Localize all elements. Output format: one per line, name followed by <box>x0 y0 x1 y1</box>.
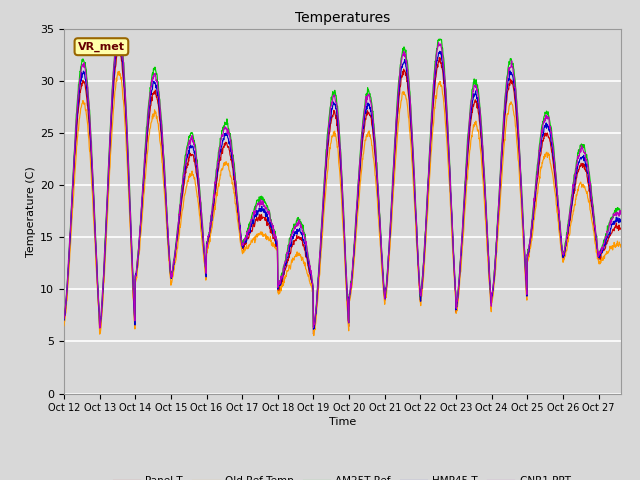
AM25T Ref <box>113 36 120 42</box>
Old Ref Temp <box>230 190 238 196</box>
Old Ref Temp <box>186 171 194 177</box>
AM25T Ref <box>528 219 536 225</box>
HMP45 T <box>528 223 536 229</box>
CNR1 PRT <box>231 173 239 179</box>
Line: Old Ref Temp: Old Ref Temp <box>64 72 621 336</box>
Line: Panel T: Panel T <box>64 48 621 334</box>
Old Ref Temp <box>547 161 554 167</box>
Panel T <box>385 259 392 264</box>
CNR1 PRT <box>102 215 110 220</box>
Panel T <box>547 143 554 148</box>
Panel T <box>528 228 536 234</box>
AM25T Ref <box>60 316 68 322</box>
Title: Temperatures: Temperatures <box>295 11 390 25</box>
Panel T <box>115 45 122 51</box>
Legend: Panel T, Old Ref Temp, AM25T Ref, HMP45 T, CNR1 PRT: Panel T, Old Ref Temp, AM25T Ref, HMP45 … <box>110 472 575 480</box>
HMP45 T <box>230 171 238 177</box>
HMP45 T <box>115 37 122 43</box>
AM25T Ref <box>310 324 317 330</box>
Panel T <box>230 179 238 185</box>
AM25T Ref <box>102 218 110 224</box>
Line: AM25T Ref: AM25T Ref <box>64 39 621 327</box>
AM25T Ref <box>385 252 392 258</box>
Panel T <box>60 315 68 321</box>
Old Ref Temp <box>385 265 392 271</box>
Line: CNR1 PRT: CNR1 PRT <box>64 39 621 328</box>
Panel T <box>310 331 317 337</box>
CNR1 PRT <box>385 253 392 259</box>
Panel T <box>102 228 110 234</box>
CNR1 PRT <box>186 139 194 145</box>
HMP45 T <box>617 219 625 225</box>
AM25T Ref <box>617 210 625 216</box>
HMP45 T <box>547 133 554 139</box>
Old Ref Temp <box>528 235 536 240</box>
AM25T Ref <box>186 132 194 138</box>
CNR1 PRT <box>617 210 625 216</box>
HMP45 T <box>385 253 392 259</box>
CNR1 PRT <box>547 126 554 132</box>
Panel T <box>617 226 625 231</box>
Text: VR_met: VR_met <box>78 42 125 52</box>
CNR1 PRT <box>113 36 120 42</box>
HMP45 T <box>310 326 317 332</box>
HMP45 T <box>60 317 68 323</box>
Y-axis label: Temperature (C): Temperature (C) <box>26 166 36 257</box>
Old Ref Temp <box>310 333 317 338</box>
CNR1 PRT <box>96 325 104 331</box>
Old Ref Temp <box>60 323 68 329</box>
Line: HMP45 T: HMP45 T <box>64 40 621 329</box>
AM25T Ref <box>547 123 554 129</box>
CNR1 PRT <box>528 216 536 222</box>
HMP45 T <box>102 227 110 233</box>
Panel T <box>186 150 194 156</box>
Old Ref Temp <box>617 244 625 250</box>
CNR1 PRT <box>60 315 68 321</box>
X-axis label: Time: Time <box>329 418 356 428</box>
Old Ref Temp <box>115 69 123 74</box>
AM25T Ref <box>230 161 238 167</box>
HMP45 T <box>186 144 194 149</box>
Old Ref Temp <box>102 239 110 245</box>
